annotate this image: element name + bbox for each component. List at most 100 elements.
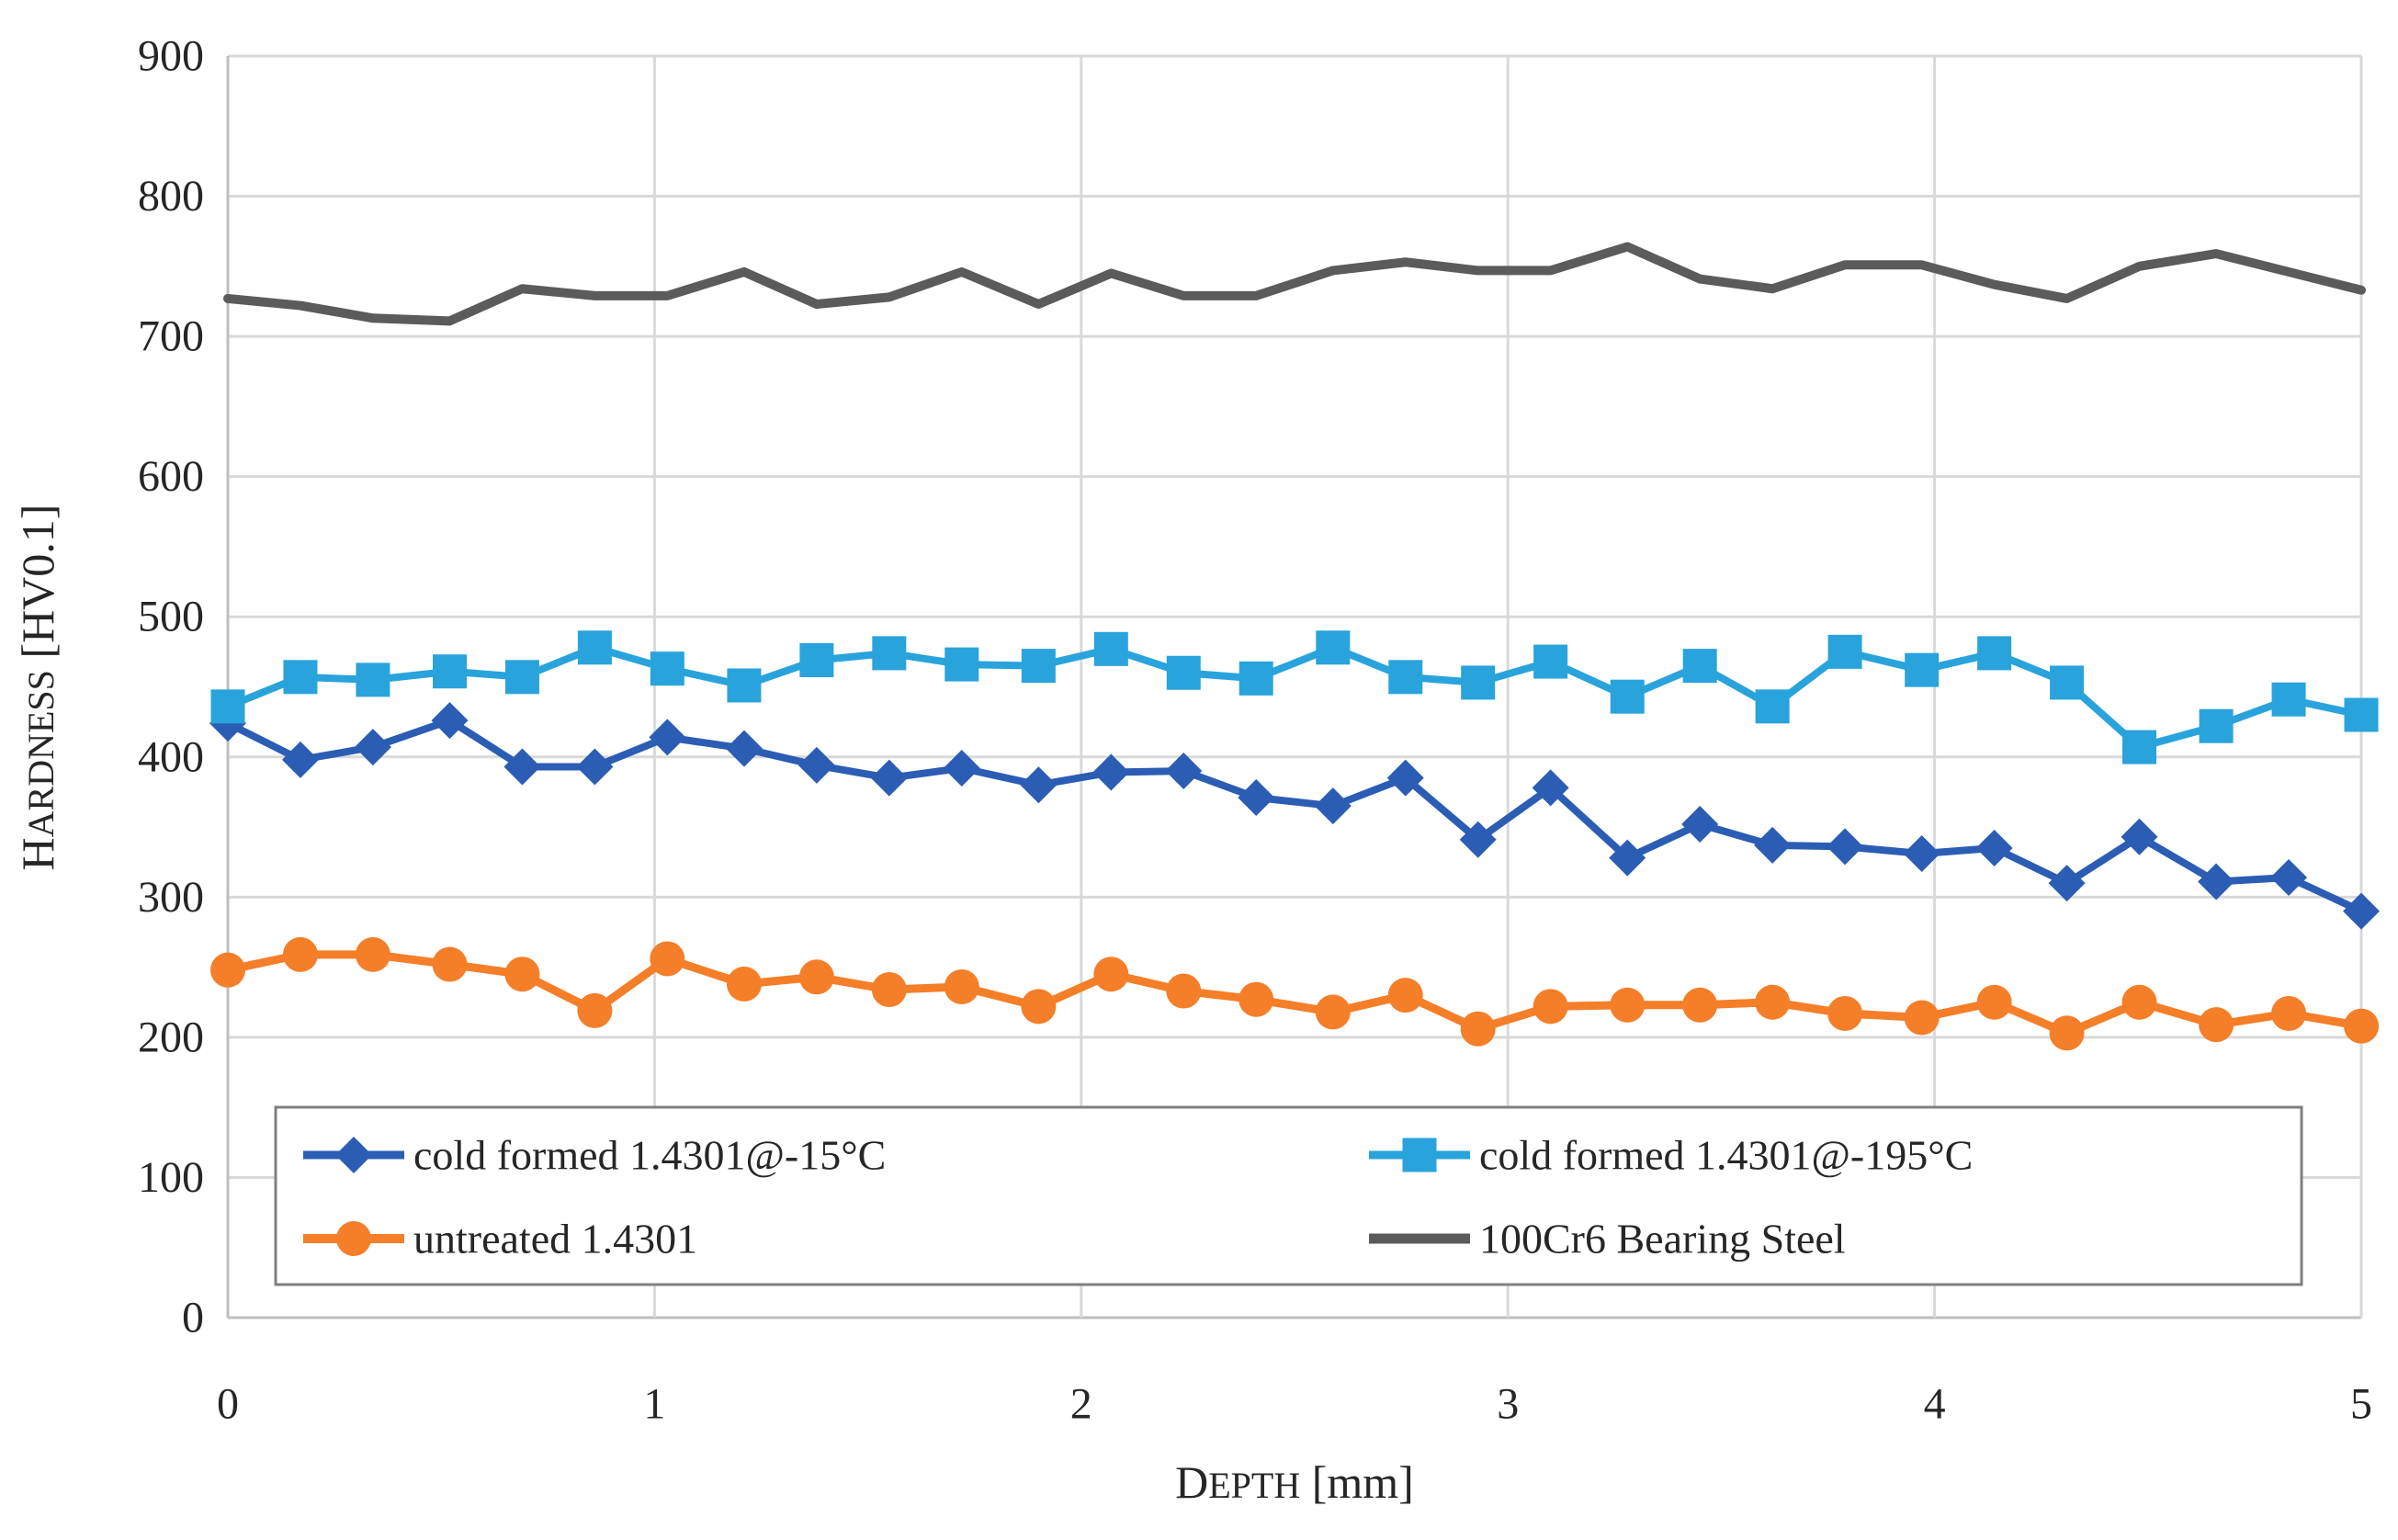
circle-marker [871, 972, 907, 1008]
square-marker [650, 651, 684, 686]
circle-marker [210, 952, 245, 988]
legend-item-cold-formed-minus15: cold formed 1.4301@-15°C [303, 1132, 886, 1179]
circle-marker [1904, 1000, 1940, 1036]
circle-marker [336, 1221, 371, 1256]
diamond-marker [2343, 892, 2380, 930]
series-line-cold-formed-minus195 [224, 643, 2365, 752]
circle-marker [1387, 978, 1423, 1013]
square-marker [432, 654, 467, 689]
circle-marker [1093, 957, 1129, 992]
series-line-cold-formed-minus15 [224, 717, 2365, 915]
y-axis-title-smallcaps: ARDNESS [20, 670, 62, 837]
y-tick-label: 400 [138, 732, 204, 781]
circle-marker [2199, 1007, 2234, 1043]
circle-marker [2049, 1015, 2085, 1051]
square-marker [1610, 679, 1645, 714]
circle-marker [2271, 995, 2307, 1031]
y-axis-title: HARDNESS [HV0.1] [12, 504, 63, 871]
circle-marker [1166, 973, 1202, 1009]
legend-label-bearing-steel: 100Cr6 Bearing Steel [1479, 1216, 1846, 1263]
x-tick-label: 2 [1070, 1380, 1092, 1429]
legend-box [274, 1105, 2303, 1286]
x-axis-title: DEPTH [mm] [1175, 1456, 1414, 1508]
legend-label-cold-formed-minus195: cold formed 1.4301@-195°C [1479, 1132, 1973, 1179]
circle-marker [1315, 994, 1351, 1030]
x-axis-title-lead: D [1175, 1456, 1208, 1508]
x-axis-title-smallcaps: EPTH [1208, 1465, 1300, 1506]
circle-marker [504, 957, 540, 992]
y-tick-label: 500 [138, 593, 204, 641]
square-marker [1682, 649, 1717, 684]
x-tick-label: 5 [2350, 1380, 2372, 1429]
circle-marker [282, 936, 318, 972]
diamond-marker [576, 748, 614, 786]
diamond-marker [1975, 829, 2013, 866]
circle-marker [650, 941, 685, 977]
y-tick-label: 0 [182, 1294, 204, 1342]
square-marker [504, 660, 539, 695]
legend-label-untreated: untreated 1.4301 [413, 1216, 697, 1263]
diamond-marker [1092, 753, 1130, 791]
square-marker [2050, 665, 2085, 700]
circle-marker [577, 992, 613, 1028]
circle-marker [1021, 989, 1057, 1025]
diamond-marker [281, 741, 319, 778]
circle-marker [1827, 995, 1863, 1031]
square-marker [577, 630, 612, 665]
circle-marker [798, 959, 834, 995]
y-tick-label: 200 [138, 1013, 204, 1061]
diamond-marker [1386, 759, 1424, 797]
diamond-marker [870, 759, 908, 797]
square-marker [2199, 708, 2234, 743]
series-bearing-steel [223, 242, 2366, 326]
square-marker [1905, 652, 1940, 687]
square-marker [1402, 1138, 1437, 1172]
square-marker [2344, 697, 2379, 732]
series-cold-formed-minus195 [210, 630, 2379, 764]
circle-marker [1682, 987, 1718, 1023]
square-marker [1533, 644, 1568, 679]
circle-marker [1755, 984, 1791, 1020]
diamond-marker [1681, 806, 1719, 844]
legend: cold formed 1.4301@-15°C cold formed 1.43… [274, 1105, 2303, 1286]
diamond-marker [2270, 858, 2308, 896]
x-axis-title-rest: [mm] [1300, 1456, 1414, 1508]
diamond-marker [1827, 828, 1864, 866]
y-tick-label: 700 [138, 312, 204, 361]
circle-marker [2344, 1008, 2379, 1044]
x-tick-label: 0 [217, 1380, 239, 1429]
square-marker [872, 636, 907, 671]
diamond-marker [649, 719, 686, 756]
legend-item-untreated: untreated 1.4301 [303, 1216, 697, 1263]
y-tick-label: 100 [138, 1153, 204, 1202]
y-axis-title-lead: H [12, 837, 63, 870]
square-marker [1239, 661, 1273, 696]
tick-labels: 0 100 200 300 400 500 600 700 800 900 0 1 2 3 4 5 [138, 32, 2372, 1429]
square-marker [1977, 636, 2012, 671]
circle-marker [2121, 984, 2157, 1020]
circle-marker [1976, 984, 2012, 1020]
diamond-marker [1609, 839, 1646, 877]
square-marker [283, 660, 318, 695]
circle-marker [726, 966, 762, 1002]
series-cold-formed-minus15 [209, 702, 2380, 930]
diamond-marker [1165, 753, 1203, 790]
diamond-marker [1754, 826, 1792, 864]
series-line-untreated [223, 950, 2366, 1037]
square-marker [1093, 631, 1128, 666]
y-tick-label: 600 [138, 452, 204, 501]
square-marker [727, 668, 762, 703]
x-tick-label: 3 [1497, 1380, 1519, 1429]
diamond-marker [1020, 766, 1058, 804]
series-line-bearing-steel [223, 242, 2366, 326]
diamond-marker [335, 1137, 372, 1173]
legend-label-cold-formed-minus15: cold formed 1.4301@-15°C [413, 1132, 886, 1179]
diamond-marker [797, 746, 835, 784]
square-marker [1316, 630, 1351, 665]
y-tick-label: 800 [138, 172, 204, 221]
circle-marker [1610, 987, 1646, 1023]
series-untreated [210, 936, 2379, 1051]
y-tick-label: 300 [138, 873, 204, 922]
diamond-marker [943, 749, 980, 787]
